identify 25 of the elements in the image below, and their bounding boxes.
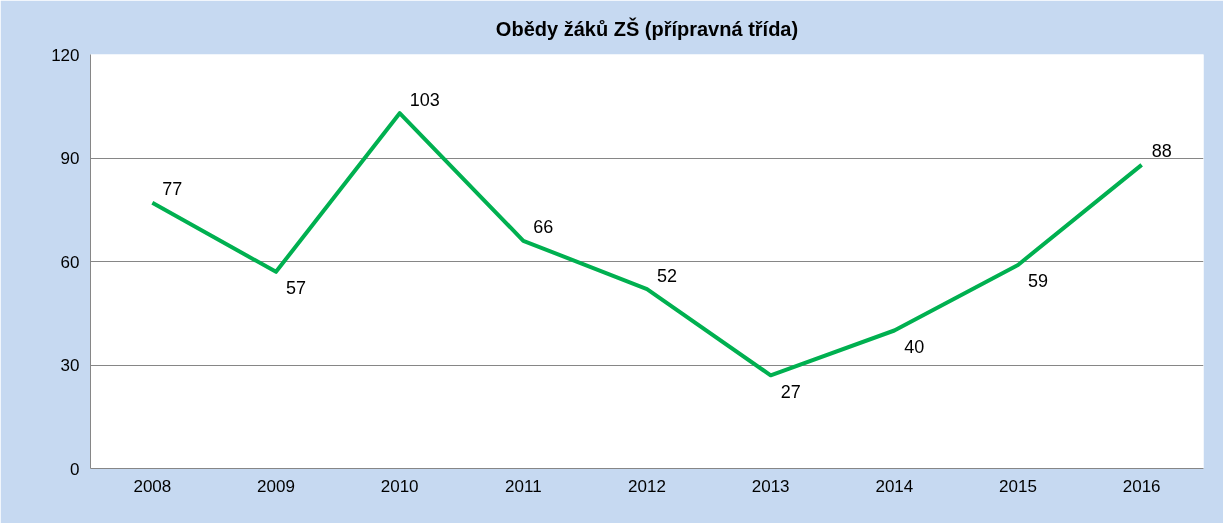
- x-tick-label: 2014: [875, 476, 914, 496]
- x-tick-label: 2015: [999, 476, 1037, 496]
- data-label: 66: [533, 217, 554, 238]
- x-tick-label: 2016: [1122, 476, 1161, 496]
- data-label: 59: [1028, 271, 1049, 292]
- x-tick-label: 2011: [505, 476, 542, 496]
- x-tick-label: 2013: [751, 476, 790, 496]
- y-tick-label: 60: [60, 252, 80, 272]
- y-tick-label: 0: [70, 459, 80, 479]
- line-series: [150, 111, 1144, 378]
- data-label: 27: [780, 381, 801, 402]
- y-tick-label: 120: [51, 45, 80, 65]
- data-label: 103: [409, 89, 440, 110]
- data-label: 40: [904, 337, 925, 357]
- y-tick-label: 90: [60, 149, 80, 168]
- data-label: 52: [657, 265, 678, 286]
- x-tick-label: 2009: [257, 476, 295, 496]
- data-label: 88: [1151, 141, 1172, 162]
- x-tick-label: 2010: [380, 476, 419, 496]
- x-tick-label: 2008: [133, 476, 172, 496]
- y-tick-label: 30: [60, 356, 80, 375]
- chart-title: Obědy žáků ZŠ (přípravná třída): [495, 16, 799, 40]
- data-label: 77: [162, 179, 183, 200]
- data-label: 57: [286, 278, 307, 299]
- x-tick-label: 2012: [628, 476, 666, 496]
